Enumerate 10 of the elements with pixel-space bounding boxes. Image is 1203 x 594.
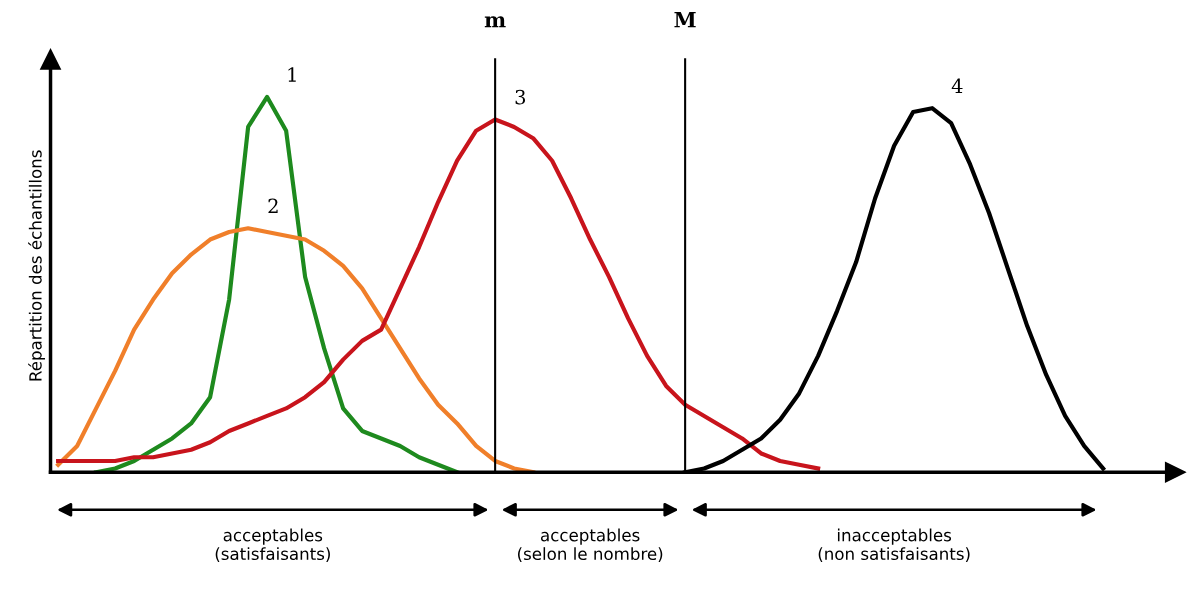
text: inacceptables (non satisfaisants) — [818, 528, 970, 563]
series-label: 3 — [515, 89, 526, 105]
x-tick-label: m — [484, 16, 506, 28]
series-label: 2 — [268, 198, 278, 213]
series-label: 4 — [951, 78, 963, 93]
text: acceptables (selon le nombre) — [518, 528, 663, 563]
text: acceptables (satisfaisants) — [215, 528, 330, 563]
x-tick-label: M — [674, 12, 696, 28]
series-label: 1 — [288, 67, 296, 82]
y-axis-title: Répartition des échantillons — [28, 150, 45, 381]
